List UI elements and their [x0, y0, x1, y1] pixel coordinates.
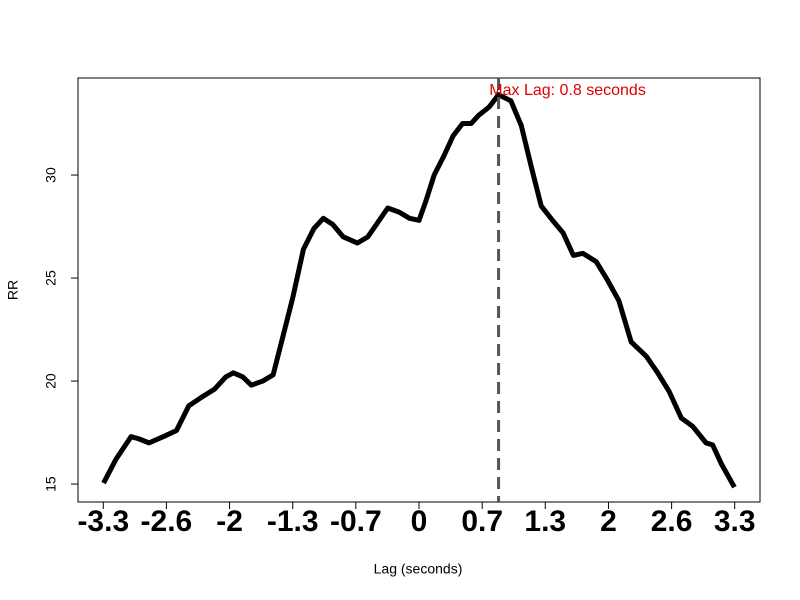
y-tick-label: 30	[43, 167, 59, 183]
x-tick-label: 1.3	[524, 505, 566, 538]
x-tick-label: -3.3	[77, 505, 129, 538]
x-tick-label: -2	[216, 505, 243, 538]
plot-frame	[77, 77, 761, 503]
y-tick-label: 15	[43, 476, 59, 492]
y-tick-label: 25	[43, 270, 59, 286]
annotation: Max Lag: 0.8 seconds	[489, 82, 646, 99]
x-tick-label: 0	[411, 505, 428, 538]
x-tick-label: -0.7	[330, 505, 382, 538]
x-axis-label: Lag (seconds)	[374, 561, 463, 577]
x-tick-label: 2.6	[651, 505, 693, 538]
x-tick-label: 3.3	[714, 505, 756, 538]
y-tick-label: 20	[43, 373, 59, 389]
y-axis-label: RR	[5, 280, 21, 300]
x-tick-label: -1.3	[267, 505, 319, 538]
x-tick-label: 0.7	[461, 505, 503, 538]
x-tick-label: -2.6	[141, 505, 193, 538]
data-line	[101, 92, 737, 489]
x-tick-label: 2	[600, 505, 617, 538]
